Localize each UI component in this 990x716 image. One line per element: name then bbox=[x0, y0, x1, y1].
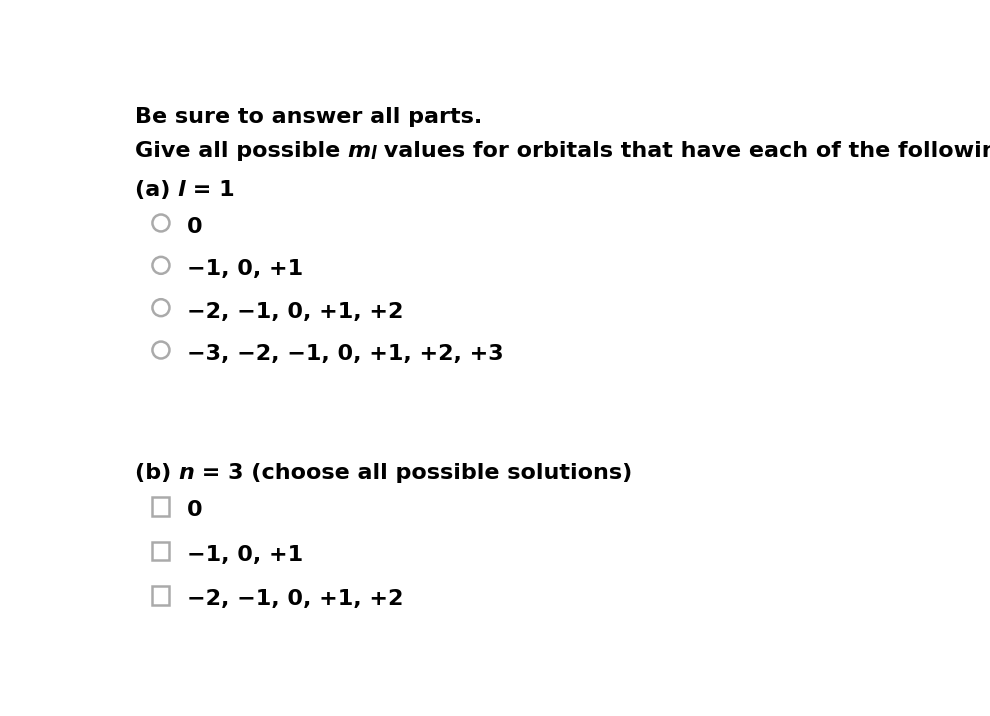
Text: −1, 0, +1: −1, 0, +1 bbox=[187, 545, 303, 565]
Text: (b): (b) bbox=[135, 463, 178, 483]
Text: (a): (a) bbox=[135, 180, 178, 200]
Text: m: m bbox=[347, 141, 370, 161]
Text: Be sure to answer all parts.: Be sure to answer all parts. bbox=[135, 107, 482, 127]
Text: −2, −1, 0, +1, +2: −2, −1, 0, +1, +2 bbox=[187, 589, 404, 609]
Text: −1, 0, +1: −1, 0, +1 bbox=[187, 259, 303, 279]
Text: values for orbitals that have each of the following values:: values for orbitals that have each of th… bbox=[376, 141, 990, 161]
Text: = 1: = 1 bbox=[185, 180, 235, 200]
Text: 0: 0 bbox=[187, 500, 203, 521]
Text: −2, −1, 0, +1, +2: −2, −1, 0, +1, +2 bbox=[187, 301, 404, 321]
Text: l: l bbox=[370, 145, 376, 163]
Text: n: n bbox=[178, 463, 194, 483]
Text: Give all possible: Give all possible bbox=[135, 141, 347, 161]
Text: 0: 0 bbox=[187, 217, 203, 237]
Text: = 3 (choose all possible solutions): = 3 (choose all possible solutions) bbox=[194, 463, 633, 483]
Text: −3, −2, −1, 0, +1, +2, +3: −3, −2, −1, 0, +1, +2, +3 bbox=[187, 344, 504, 364]
Text: l: l bbox=[178, 180, 185, 200]
